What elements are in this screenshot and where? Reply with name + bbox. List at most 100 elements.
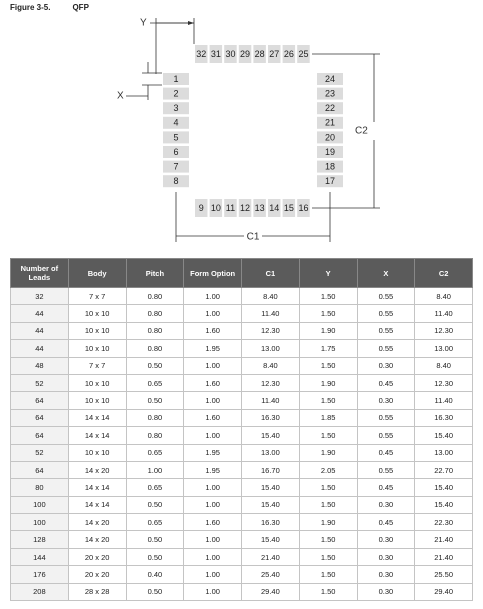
table-row: 52 10 x 10 0.65 1.60 12.30 1.90 0.45 12.30: [10, 373, 473, 393]
table-cell: 0.55: [356, 321, 416, 341]
table-cell: 64: [10, 391, 69, 410]
table-cell: 128: [10, 530, 69, 549]
table-cell: 12.30: [241, 321, 300, 341]
pad-number: 28: [255, 49, 265, 59]
table-cell: 1.90: [298, 443, 358, 462]
table-cell: 22.30: [414, 513, 473, 532]
pad: [195, 199, 208, 217]
table-body: 32 7 x 7 0.80 1.00 8.40 1.50 0.55 8.40 44 10 x 10…: [10, 286, 473, 602]
table-cell: 0.30: [356, 565, 416, 584]
table-cell: 14 x 20: [67, 530, 127, 549]
table-cell: 15.40: [241, 478, 300, 497]
table-cell: 16.30: [414, 408, 473, 428]
pad-number: 5: [173, 132, 178, 142]
table-cell: 44: [10, 339, 69, 358]
pad: [209, 45, 223, 63]
pad: [163, 73, 189, 85]
table-cell: 11.40: [414, 304, 473, 323]
table-cell: 1.50: [298, 356, 358, 375]
table-cell: 10 x 10: [67, 304, 127, 323]
header-cell: X: [356, 258, 416, 288]
pad-number: 22: [325, 103, 335, 113]
table-row: 44 10 x 10 0.80 1.00 11.40 1.50 0.55 11.40: [10, 304, 473, 323]
pad: [317, 160, 343, 173]
table-cell: 0.80: [125, 339, 185, 358]
pad-number: 30: [225, 49, 235, 59]
table-cell: 0.30: [356, 356, 416, 375]
table-cell: 1.00: [183, 565, 242, 584]
table-row: 128 14 x 20 0.50 1.00 15.40 1.50 0.30 21.40: [10, 530, 473, 549]
table-cell: 0.65: [125, 478, 185, 497]
header-cell: C2: [414, 258, 473, 288]
table-row: 100 14 x 14 0.50 1.00 15.40 1.50 0.30 15.40: [10, 495, 473, 515]
table-cell: 0.80: [125, 321, 185, 341]
table-cell: 21.40: [414, 530, 473, 549]
figure-caption: Figure 3-5. QFP: [10, 3, 111, 12]
table-cell: 12.30: [414, 373, 473, 393]
table-row: 176 20 x 20 0.40 1.00 25.40 1.50 0.30 25.50: [10, 565, 473, 584]
table-cell: 1.50: [298, 426, 358, 445]
table-cell: 0.50: [125, 391, 185, 410]
pad-number: 19: [325, 147, 335, 157]
pad-number: 29: [240, 49, 250, 59]
table-cell: 1.85: [298, 408, 358, 428]
pad: [317, 175, 343, 188]
table-cell: 7 x 7: [67, 286, 127, 306]
table-cell: 0.55: [356, 339, 416, 358]
table-cell: 0.55: [356, 460, 416, 480]
pad: [282, 199, 296, 217]
table-cell: 52: [10, 373, 69, 393]
table-cell: 0.55: [356, 426, 416, 445]
table-cell: 1.00: [183, 582, 242, 602]
table-cell: 48: [10, 356, 69, 375]
table-cell: 1.60: [183, 373, 242, 393]
table-cell: 29.40: [414, 582, 473, 602]
table-cell: 13.00: [414, 443, 473, 462]
table-cell: 1.95: [183, 443, 242, 462]
table-cell: 14 x 20: [67, 513, 127, 532]
pad-number: 3: [173, 103, 178, 113]
table-cell: 1.00: [183, 391, 242, 410]
pad-number: 20: [325, 132, 335, 142]
pad-number: 15: [284, 203, 294, 213]
pad: [163, 87, 189, 100]
table-cell: 25.40: [241, 565, 300, 584]
table-cell: 12.30: [241, 373, 300, 393]
table-cell: 0.45: [356, 373, 416, 393]
pad: [317, 73, 343, 85]
arrow: [188, 21, 194, 25]
pad-number: 18: [325, 161, 335, 171]
pad: [317, 116, 343, 129]
table-cell: 0.40: [125, 565, 185, 584]
pad: [317, 131, 343, 144]
table-cell: 1.00: [183, 426, 242, 445]
table-row: 44 10 x 10 0.80 1.95 13.00 1.75 0.55 13.00: [10, 339, 473, 358]
label-c2: C2: [355, 126, 368, 137]
table-cell: 15.40: [414, 495, 473, 515]
header-cell: Y: [298, 258, 358, 288]
table-cell: 0.50: [125, 582, 185, 602]
table-cell: 1.50: [298, 391, 358, 410]
table-cell: 0.30: [356, 530, 416, 549]
table-cell: 13.00: [414, 339, 473, 358]
table-cell: 14 x 14: [67, 478, 127, 497]
pad: [163, 175, 189, 188]
table-cell: 1.75: [298, 339, 358, 358]
pad: [224, 45, 237, 63]
pad-number: 14: [269, 203, 279, 213]
table-cell: 100: [10, 495, 69, 515]
pad: [253, 45, 266, 63]
pad: [253, 199, 266, 217]
table-cell: 11.40: [241, 304, 300, 323]
pad-number: 9: [199, 203, 204, 213]
table-cell: 16.30: [241, 513, 300, 532]
table-cell: 0.65: [125, 443, 185, 462]
table-cell: 1.50: [298, 547, 358, 567]
table-row: 44 10 x 10 0.80 1.60 12.30 1.90 0.55 12.30: [10, 321, 473, 341]
pad-number: 6: [173, 147, 178, 157]
pad-number: 7: [173, 161, 178, 171]
pad: [297, 199, 310, 217]
table-row: 80 14 x 14 0.65 1.00 15.40 1.50 0.45 15.40: [10, 478, 473, 497]
table-row: 208 28 x 28 0.50 1.00 29.40 1.50 0.30 29.40: [10, 582, 473, 602]
